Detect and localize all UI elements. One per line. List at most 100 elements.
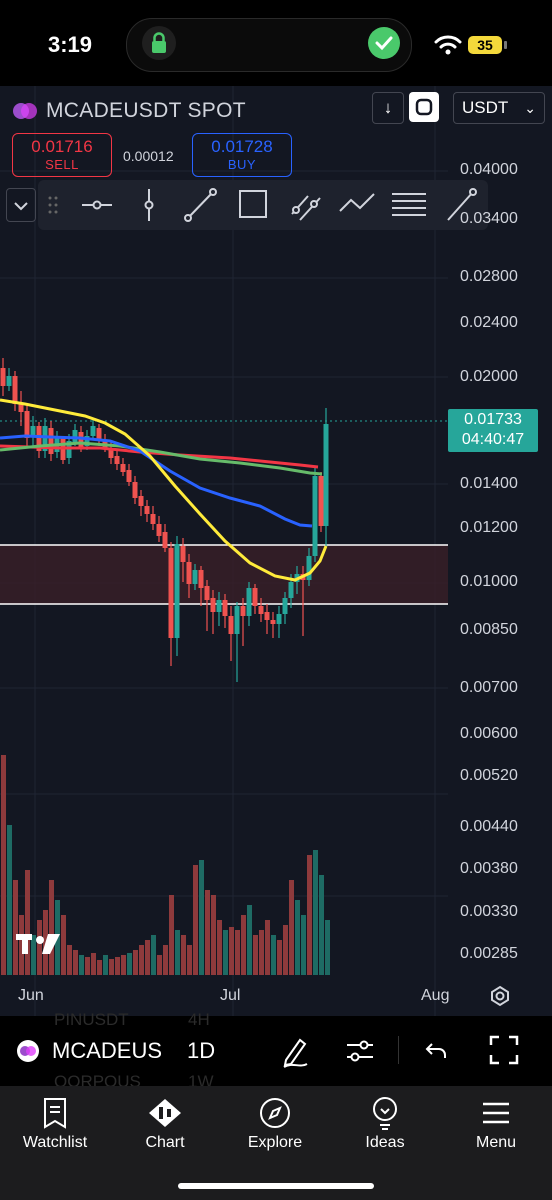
tab-chart[interactable]: Chart	[110, 1096, 220, 1152]
home-indicator	[178, 1183, 374, 1189]
trend-line-icon	[184, 188, 217, 222]
watchlist-icon	[0, 1096, 110, 1130]
price-axis-label: 0.02800	[460, 268, 518, 285]
volume-bar	[79, 955, 84, 975]
volume-bar	[193, 865, 198, 975]
price-axis-label: 0.01400	[460, 475, 518, 492]
ghost-interval-1: 4H	[188, 1010, 210, 1029]
volume-bar	[169, 895, 174, 975]
candle-body	[240, 606, 246, 616]
symbol-logo-icon	[16, 1039, 42, 1068]
volume-bar	[307, 855, 312, 975]
horizontal-line-icon	[82, 200, 112, 210]
volume-bar	[133, 950, 138, 975]
ma-yellow-line	[0, 398, 328, 582]
drawing-pen-icon[interactable]	[280, 1034, 310, 1073]
buy-button[interactable]: 0.01728 BUY	[192, 133, 292, 177]
candle-body	[210, 598, 216, 612]
volume-bar	[49, 880, 54, 975]
volume-bar	[61, 915, 66, 975]
price-axis-label: 0.01000	[460, 573, 518, 590]
chart-settings-icon[interactable]	[488, 984, 512, 1013]
volume-bar	[187, 945, 192, 975]
parallel-channel-icon	[291, 195, 321, 221]
volume-bar	[175, 930, 180, 975]
fib-levels-icon	[392, 193, 426, 216]
candle-body	[312, 476, 318, 556]
volume-bar	[289, 880, 294, 975]
ma-green-line	[0, 441, 323, 476]
candle-body	[264, 612, 270, 620]
indicators-sliders-icon[interactable]	[344, 1036, 376, 1071]
candle-body	[138, 496, 144, 506]
price-axis-label: 0.00600	[460, 725, 518, 742]
candle-body	[90, 426, 96, 436]
volume-bar	[91, 953, 96, 975]
candle-body	[162, 532, 168, 548]
support-zone	[0, 545, 448, 604]
battery-level: 35	[468, 36, 502, 54]
interval-selector[interactable]: 1D	[187, 1038, 216, 1063]
price-axis-label: 0.00700	[460, 679, 518, 696]
tab-label: Menu	[475, 1134, 517, 1151]
battery-icon	[504, 41, 507, 49]
collapse-toolbar-button[interactable]	[6, 188, 36, 222]
price-axis-label: 0.02000	[460, 368, 518, 385]
chart-canvas[interactable]	[0, 86, 552, 1016]
tab-menu[interactable]: Menu	[441, 1096, 551, 1152]
candle-body	[132, 482, 138, 498]
candle-body	[0, 368, 6, 386]
tab-label: Chart	[145, 1134, 185, 1151]
candle-body	[30, 426, 36, 436]
date-label-jun: Jun	[18, 987, 44, 1004]
tab-watchlist[interactable]: Watchlist	[0, 1096, 110, 1152]
volume-bar	[127, 953, 132, 975]
candle-body	[18, 404, 24, 412]
candle-body	[270, 620, 276, 624]
candle-body	[120, 464, 126, 472]
hamburger-icon	[441, 1096, 551, 1130]
ma-blue-line	[0, 434, 313, 528]
tab-label: Explore	[247, 1134, 303, 1151]
download-arrow-button[interactable]: ↓	[372, 92, 404, 124]
price-axis-label: 0.00440	[460, 818, 518, 835]
volume-bar	[103, 955, 108, 975]
sell-price: 0.01716	[31, 137, 93, 156]
volume-bar	[1, 755, 6, 975]
price-axis-label: 0.00285	[460, 945, 518, 962]
candle-body	[323, 424, 329, 526]
volume-bar	[163, 945, 168, 975]
candle-body	[198, 570, 204, 588]
symbol-selector[interactable]: MCADEUS	[52, 1038, 163, 1063]
candle-body	[180, 546, 186, 562]
chevron-down-icon: ⌄	[524, 100, 536, 116]
currency-select[interactable]: USDT ⌄	[453, 92, 545, 124]
candle-body	[234, 606, 240, 634]
fullscreen-icon[interactable]	[488, 1034, 520, 1071]
sync-button[interactable]	[409, 92, 439, 122]
undo-icon[interactable]	[424, 1038, 448, 1067]
candle-body	[216, 600, 222, 612]
volume-bar	[139, 945, 144, 975]
symbol-header[interactable]: MCADEUSDT SPOT	[12, 96, 246, 126]
volume-bar	[211, 895, 216, 975]
volume-bar	[109, 959, 114, 975]
candle-body	[114, 456, 120, 464]
sell-button[interactable]: 0.01716 SELL	[12, 133, 112, 177]
coin-logo-icon	[12, 101, 38, 121]
currency-value: USDT	[462, 98, 509, 117]
date-label-aug: Aug	[421, 987, 450, 1004]
volume-bar	[97, 960, 102, 975]
tab-ideas[interactable]: Ideas	[330, 1096, 440, 1152]
candle-body	[96, 428, 102, 441]
volume-bar	[265, 920, 270, 975]
volume-bar	[229, 927, 234, 975]
volume-bar	[253, 935, 258, 975]
tab-explore[interactable]: Explore	[220, 1096, 330, 1152]
candle-body	[282, 598, 288, 614]
price-axis-label: 0.00850	[460, 621, 518, 638]
tab-label: Ideas	[365, 1134, 405, 1151]
volume-bar	[151, 935, 156, 975]
candle-body	[48, 428, 54, 454]
chart-icon	[110, 1096, 220, 1130]
